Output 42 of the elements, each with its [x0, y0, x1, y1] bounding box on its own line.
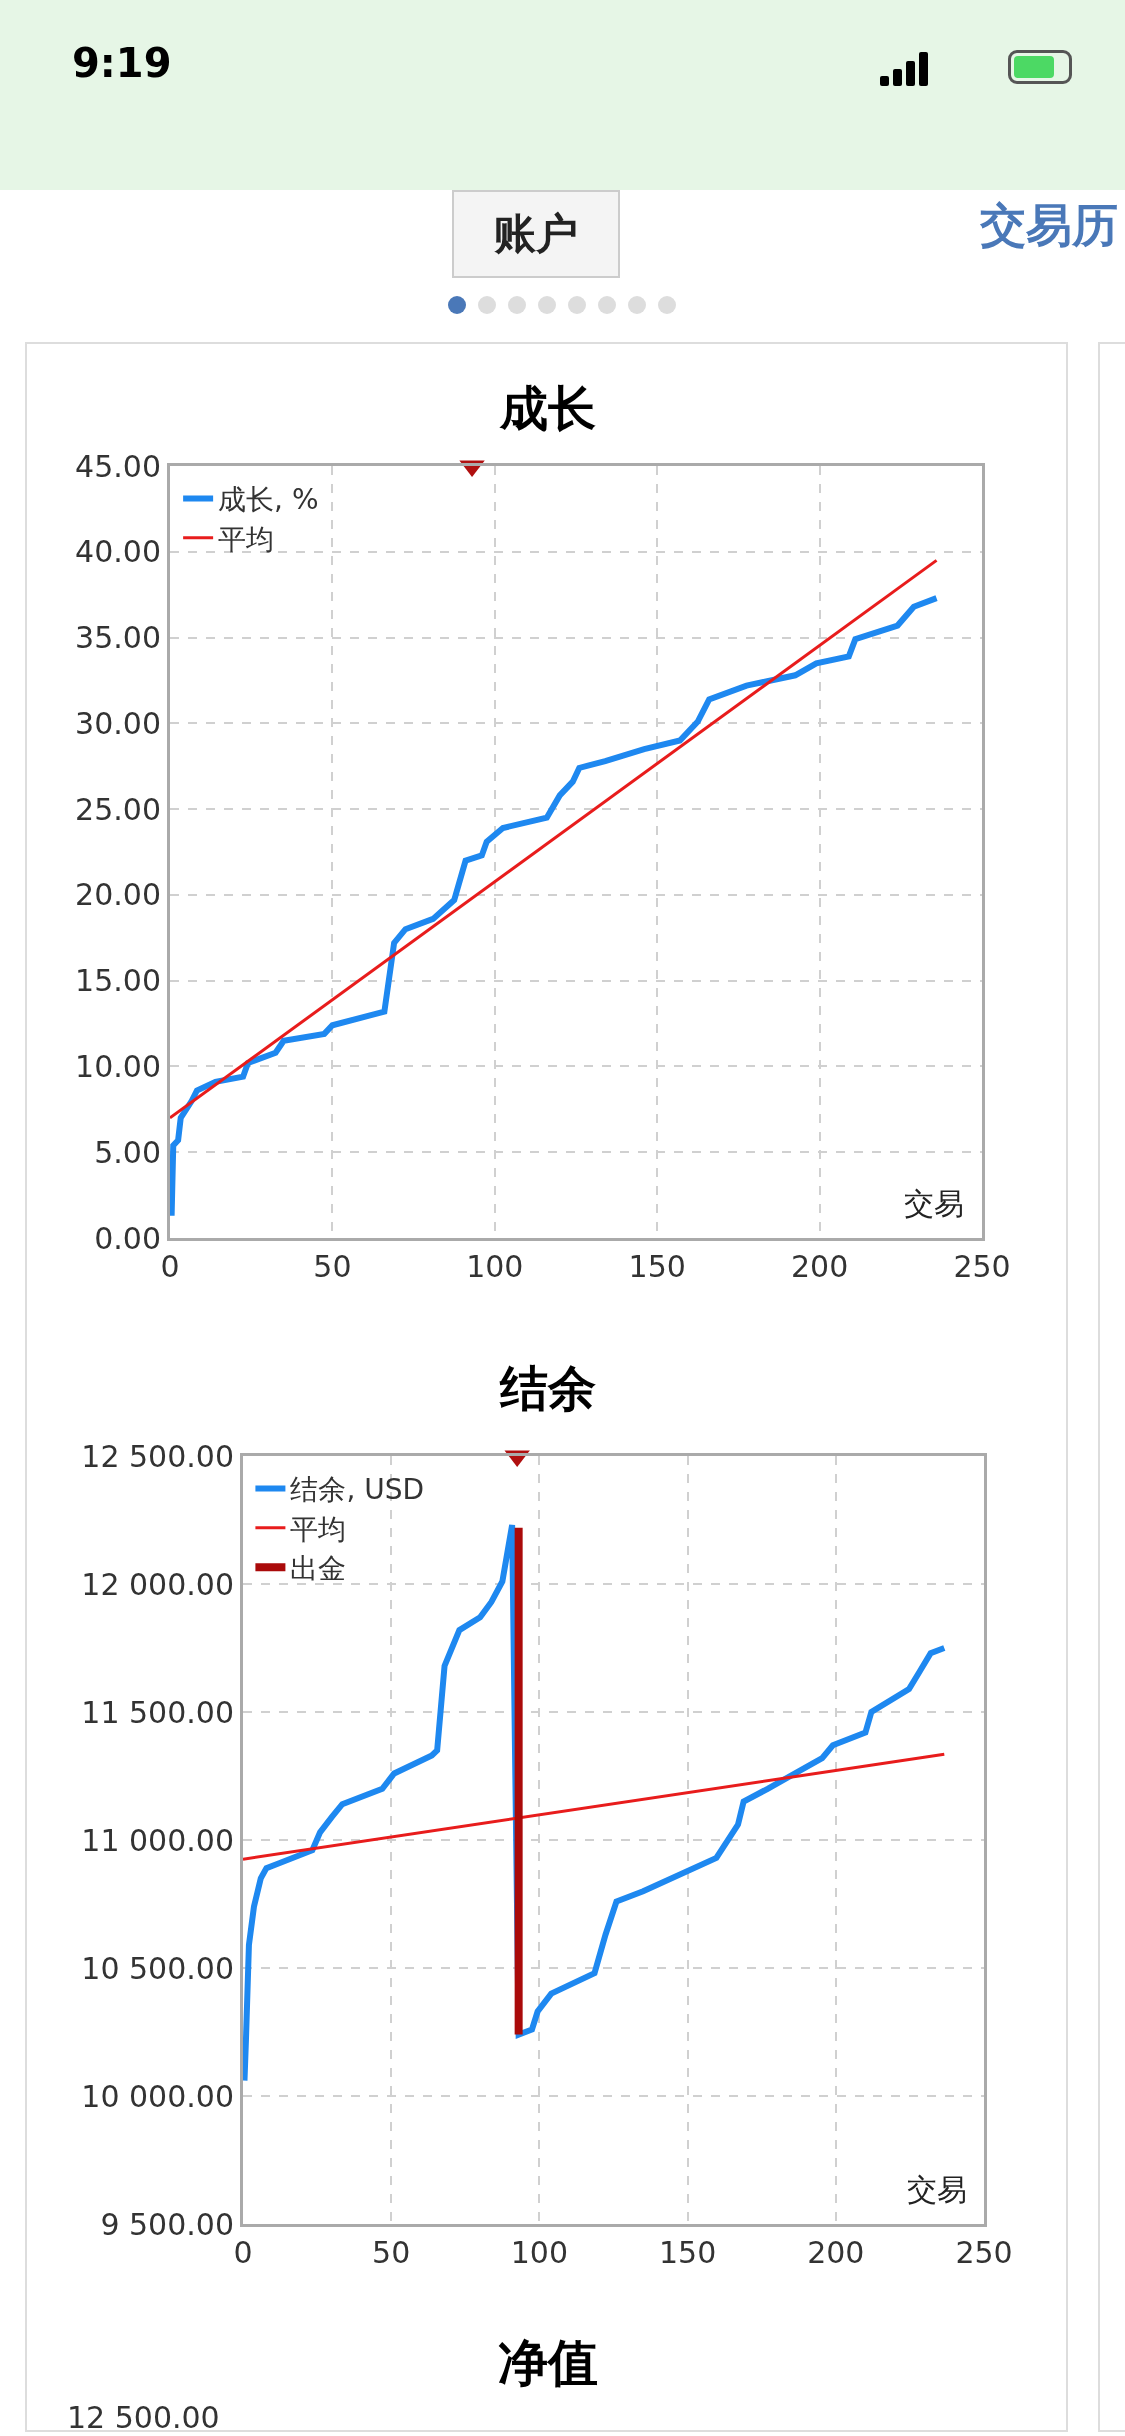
x-tick-label: 100 — [466, 1249, 524, 1284]
text: 净值 — [496, 2333, 599, 2394]
x-tick-label: 0 — [160, 1249, 180, 1284]
y-tick-label: 11 500.00 — [81, 1694, 234, 1730]
y-tick-label: 25.00 — [75, 791, 161, 827]
x-tick-label: 200 — [807, 2235, 865, 2270]
y-tick-label: 5.00 — [94, 1134, 161, 1170]
x-tick-label: 0 — [233, 2235, 253, 2270]
legend-label: 结余, USD — [290, 1473, 425, 1507]
x-tick-label: 250 — [953, 1249, 1011, 1284]
x-axis-title: 交易 — [907, 2172, 967, 2207]
text: 9:19 — [72, 40, 172, 86]
legend-label: 出金 — [290, 1552, 347, 1586]
y-tick-label: 30.00 — [75, 705, 161, 741]
x-tick-label: 150 — [628, 1249, 686, 1284]
legend-label: 成长, % — [218, 483, 319, 517]
x-axis-title: 交易 — [904, 1186, 964, 1221]
y-tick-label: 9 500.00 — [100, 2206, 234, 2242]
y-tick-label: 11 000.00 — [81, 1822, 234, 1858]
y-tick-label: 45.00 — [75, 448, 161, 484]
y-tick-label: 20.00 — [75, 877, 161, 913]
text: 账户 — [452, 190, 620, 278]
y-tick-label: 12 000.00 — [81, 1566, 234, 1602]
x-tick-label: 150 — [658, 2235, 717, 2270]
y-tick-label: 0.00 — [94, 1220, 161, 1256]
text: 交易历 — [980, 197, 1118, 254]
legend-label: 平均 — [218, 522, 275, 556]
y-tick-label: 10.00 — [75, 1048, 161, 1084]
y-tick-label: 10 500.00 — [81, 1950, 234, 1986]
legend-label: 平均 — [290, 1512, 347, 1546]
chart-title: 结余 — [498, 1359, 596, 1416]
x-tick-label: 50 — [313, 1249, 352, 1284]
y-tick-label: 12 500.00 — [81, 1438, 234, 1474]
y-tick-label: 35.00 — [75, 620, 161, 656]
y-tick-label: 40.00 — [75, 534, 161, 570]
y-tick-label: 15.00 — [75, 963, 161, 999]
chart-title: 成长 — [498, 379, 596, 436]
x-tick-label: 200 — [790, 1249, 849, 1284]
y-tick-label: 10 000.00 — [81, 2078, 234, 2114]
x-tick-label: 250 — [955, 2235, 1013, 2270]
x-tick-label: 100 — [510, 2235, 569, 2270]
x-tick-label: 50 — [372, 2235, 411, 2270]
